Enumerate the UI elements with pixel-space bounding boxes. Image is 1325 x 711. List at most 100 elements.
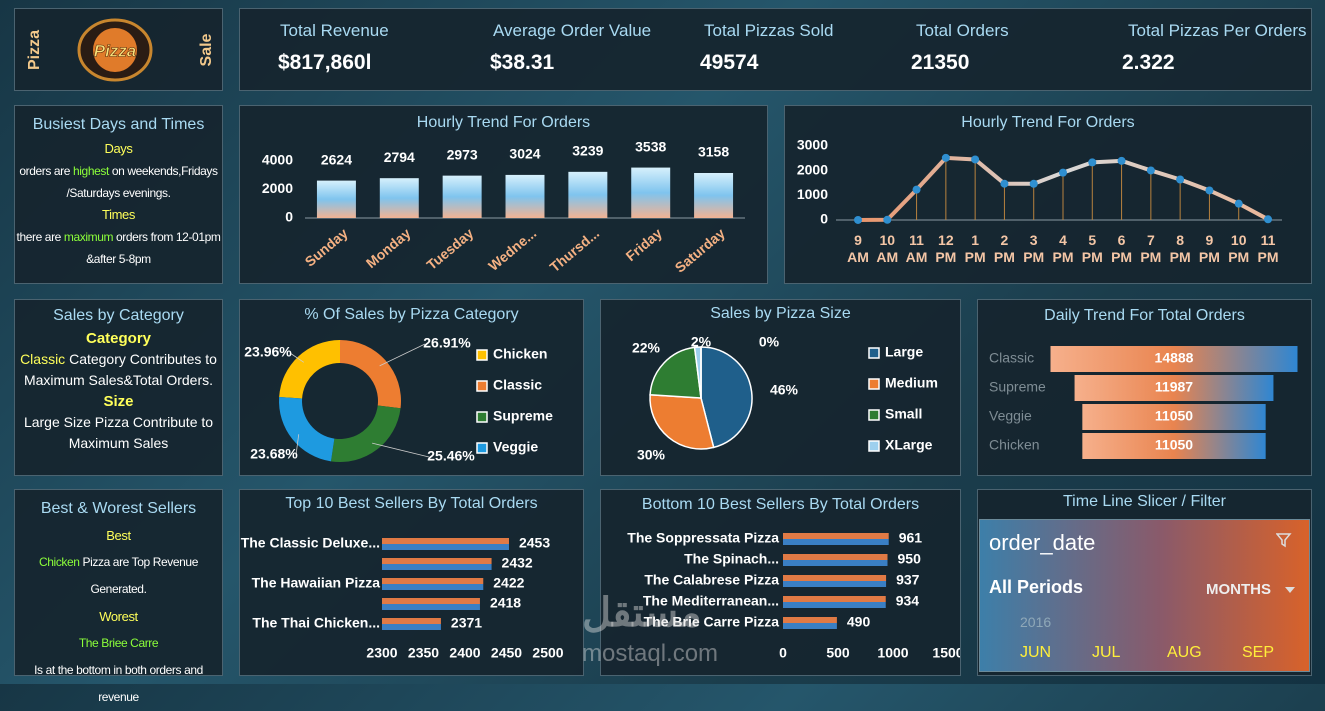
category-label: The Classic Deluxe... — [241, 535, 380, 551]
chart-title: Bottom 10 Best Sellers By Total Orders — [642, 496, 919, 513]
data-label: 3024 — [509, 146, 540, 162]
x-tick-label: 2400 — [449, 645, 480, 661]
category-label: The Soppressata Pizza — [627, 530, 779, 546]
slicer-level[interactable]: MONTHS — [1206, 581, 1271, 598]
funnel-bar — [1082, 433, 1266, 459]
x-tick-label: 2450 — [491, 645, 522, 661]
clear-filter-icon[interactable] — [1276, 532, 1292, 548]
header-panel: Pizza Pizza Sale — [14, 8, 223, 91]
category-label: The Brie Carre Pizza — [644, 614, 780, 630]
data-label: 934 — [896, 593, 920, 609]
x-tick-label: Saturday — [672, 225, 728, 276]
data-label: 30% — [637, 447, 666, 463]
x-tick-label: 2350 — [408, 645, 439, 661]
busiest-note: Busiest Days and Times Days orders are h… — [14, 105, 223, 284]
data-label: 2418 — [490, 595, 521, 611]
bar — [316, 180, 356, 218]
x-tick-label: 1000 — [877, 645, 908, 661]
funnel-bar — [1082, 404, 1266, 430]
bar — [783, 617, 837, 629]
slicer-title: Time Line Slicer / Filter — [1063, 493, 1226, 510]
marker — [1000, 179, 1009, 188]
funnel-bar — [1050, 346, 1298, 372]
arrow — [1285, 587, 1295, 593]
category-label: The Hawaiian Pizza — [252, 575, 381, 591]
legend-label: Supreme — [493, 408, 553, 424]
note-highlight: Classic — [20, 351, 66, 367]
y-tick-label: 2000 — [262, 180, 293, 196]
data-label: 2794 — [384, 149, 415, 165]
category-label: Supreme — [989, 379, 1046, 395]
chart: Sales by Pizza Size 46% 30% 22% 2% 0% Large Med… — [632, 305, 938, 463]
marker — [1176, 175, 1185, 184]
marker — [854, 215, 862, 224]
kpi-value: $817,860l — [278, 51, 372, 74]
note-highlight: The Briee Carre — [78, 636, 159, 650]
bar — [568, 171, 608, 218]
marker — [1029, 179, 1038, 188]
data-label: 11987 — [1155, 379, 1193, 395]
data-label: 950 — [898, 551, 922, 567]
legend-marker — [868, 440, 880, 452]
marker — [1059, 168, 1067, 177]
kpi-label: Average Order Value — [493, 21, 652, 40]
bar — [694, 172, 734, 218]
data-label: 2% — [691, 334, 712, 350]
slicer-month[interactable]: JUL — [1092, 644, 1121, 661]
leader-line — [379, 343, 426, 367]
note-text: Classic Category Contributes to Maximum … — [15, 349, 222, 391]
chart-title: Sales by Pizza Size — [710, 305, 851, 322]
data-label: 22% — [632, 340, 661, 356]
data-label: 3239 — [572, 143, 603, 159]
chart-title: Hourly Trend For Orders — [961, 114, 1134, 131]
y-tick-label: 2000 — [797, 161, 828, 177]
slice — [330, 405, 401, 462]
logo-pizza — [93, 28, 137, 72]
note-heading: Size — [103, 393, 134, 410]
legend-marker — [476, 380, 488, 392]
kpi-value: 49574 — [700, 51, 759, 74]
note-title: Sales by Category — [53, 307, 184, 324]
marker — [1146, 166, 1155, 175]
slicer[interactable]: order_date All Periods MONTHS 2016 JUN J… — [979, 519, 1310, 672]
header-graphic: Pizza Pizza Sale — [26, 18, 215, 82]
slicer-month[interactable]: AUG — [1167, 644, 1202, 661]
bar — [382, 558, 492, 570]
chart-panel: % Of Sales by Pizza Category 23.96% 26.91%… — [239, 299, 584, 476]
legend-label: Veggie — [493, 439, 538, 455]
slicer-year: 2016 — [1020, 614, 1052, 630]
note-part: on weekends,Fridays /Saturdays evenings. — [66, 164, 218, 200]
slicer-field: order_date — [989, 530, 1096, 555]
data-label: 46% — [770, 382, 799, 398]
data-label: 11050 — [1155, 437, 1193, 453]
kpi-label: Total Orders — [916, 21, 1009, 40]
slice — [340, 340, 401, 409]
dropdown-arrow[interactable] — [1284, 586, 1296, 594]
data-label: 2624 — [321, 151, 352, 167]
bar — [442, 175, 482, 218]
note-heading: Times — [102, 207, 135, 222]
chart-panel: Sales by Pizza Size 46% 30% 22% 2% 0% Large Med… — [600, 299, 961, 476]
slice — [700, 346, 753, 449]
chart-panel: Daily Trend For Total Orders 14888 Classic… — [977, 299, 1312, 476]
kpi-value: $38.31 — [490, 51, 555, 74]
note-part: there are — [16, 230, 64, 244]
legend-marker — [868, 409, 880, 421]
kpi-label: Total Pizzas Sold — [704, 21, 834, 40]
kpi-panel: Total Revenue $817,860l Average Order Va… — [239, 8, 1312, 91]
legend-label: Chicken — [493, 346, 547, 362]
x-tick-label: 1 PM — [964, 232, 986, 265]
dashboard: Pizza Pizza Sale Total Revenue $817,860l… — [0, 0, 1325, 684]
category-note: Sales by Category Category Classic Categ… — [14, 299, 223, 476]
x-tick-label: 4 PM — [1052, 232, 1074, 265]
x-tick-label: 3 PM — [1023, 232, 1045, 265]
legend-marker — [868, 378, 880, 390]
slicer-month[interactable]: SEP — [1242, 644, 1275, 661]
data-label: 3158 — [698, 144, 729, 160]
marker — [941, 153, 950, 162]
x-tick-label: 10 AM — [876, 232, 899, 265]
slicer-month[interactable]: JUN — [1020, 644, 1052, 661]
category-label: The Thai Chicken... — [252, 615, 380, 631]
logo-text: Pizza — [94, 41, 137, 60]
x-tick-label: Wedne... — [485, 225, 539, 274]
